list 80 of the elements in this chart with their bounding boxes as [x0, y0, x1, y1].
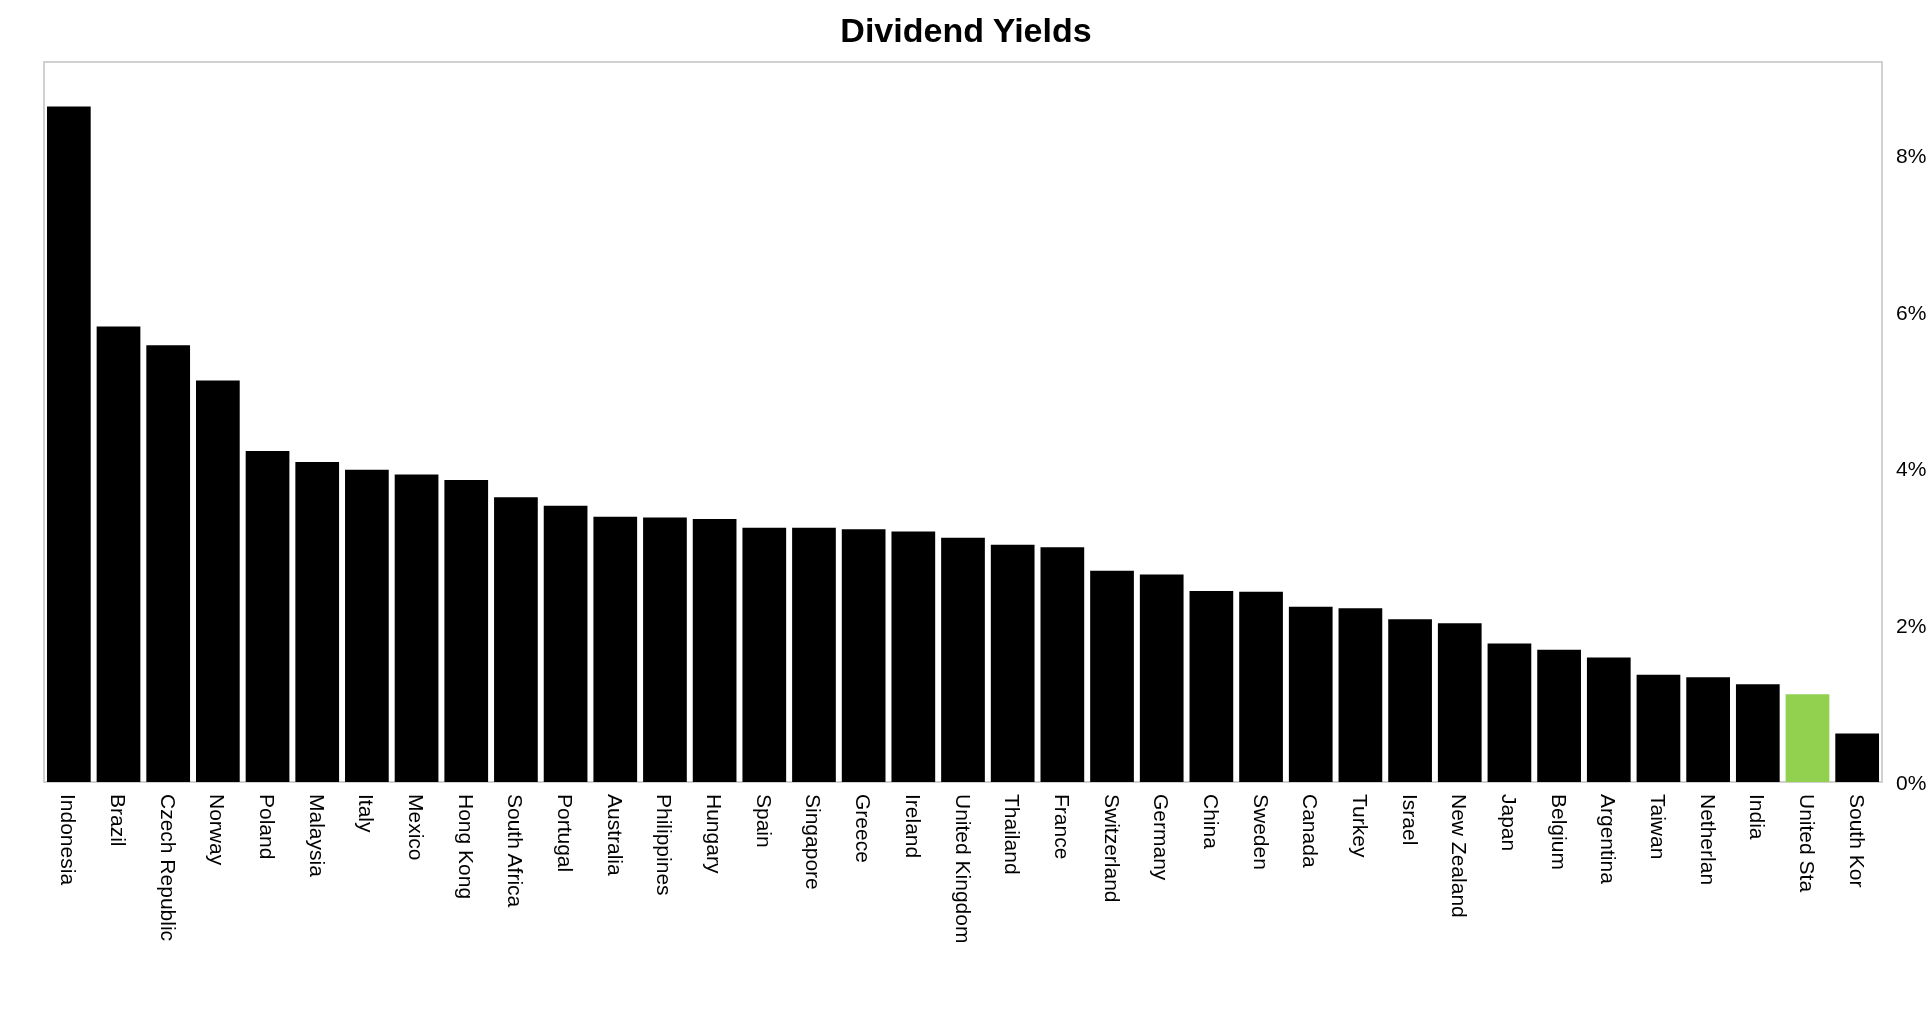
y-tick-label: 2%	[1896, 613, 1927, 637]
bar	[1835, 733, 1880, 782]
y-tick-label: 8%	[1896, 144, 1927, 168]
bar	[1239, 591, 1283, 782]
x-tick-label: New Zealand	[1448, 794, 1472, 918]
x-tick-label: United Kingdom	[951, 794, 975, 944]
chart-title: Dividend Yields	[840, 11, 1092, 49]
x-tick-label: Singapore	[802, 794, 826, 890]
bar	[295, 461, 340, 782]
bar	[891, 531, 936, 782]
bar	[643, 517, 687, 782]
bar	[1735, 684, 1780, 782]
bar	[692, 519, 737, 782]
bar	[990, 544, 1035, 782]
bar	[1586, 657, 1631, 782]
bar	[742, 527, 787, 782]
bar	[345, 469, 389, 782]
x-tick-label: Taiwan	[1646, 794, 1670, 860]
x-tick-label: France	[1050, 794, 1074, 860]
x-tick-label: Philippines	[653, 794, 677, 896]
x-tick-label: Malaysia	[305, 794, 329, 878]
bar	[1090, 570, 1134, 782]
bar	[245, 450, 290, 782]
x-tick-label: Switzerland	[1100, 794, 1124, 903]
y-tick-label: 0%	[1896, 770, 1927, 794]
x-tick-label: Thailand	[1001, 794, 1025, 875]
x-tick-label: Portugal	[554, 794, 578, 873]
x-tick-label: United Sta	[1795, 794, 1819, 893]
x-tick-label: Mexico	[405, 794, 429, 861]
x-tick-label: Poland	[256, 794, 280, 860]
bar	[1636, 674, 1681, 782]
x-tick-label: Japan	[1497, 794, 1521, 852]
x-tick-label: South Kor	[1845, 794, 1869, 888]
bar	[593, 516, 638, 782]
bar	[1288, 606, 1333, 782]
bar	[444, 479, 489, 782]
bar	[792, 527, 836, 782]
x-tick-label: Ireland	[901, 794, 925, 859]
bar	[543, 505, 588, 782]
bar	[46, 106, 91, 782]
x-tick-label: Hong Kong	[454, 794, 478, 900]
x-tick-label: Belgium	[1547, 794, 1571, 870]
x-tick-label: Czech Republic	[156, 794, 180, 942]
bar	[146, 345, 191, 782]
x-tick-label: Norway	[206, 794, 230, 866]
x-tick-label: Netherlan	[1696, 794, 1720, 886]
bar	[1487, 643, 1532, 782]
bar	[394, 474, 439, 782]
x-tick-label: Spain	[752, 794, 776, 848]
bar	[1437, 623, 1482, 782]
bar	[196, 380, 240, 782]
x-tick-label: Indonesia	[57, 794, 81, 886]
x-tick-label: Italy	[355, 794, 379, 834]
bar	[1139, 574, 1184, 782]
bar	[1040, 547, 1085, 782]
x-tick-label: Argentina	[1597, 794, 1621, 885]
bar	[1785, 694, 1830, 782]
x-tick-label: Israel	[1398, 794, 1422, 846]
x-tick-label: Germany	[1150, 794, 1174, 881]
x-tick-label: Brazil	[107, 794, 131, 847]
x-tick-label: Canada	[1299, 794, 1323, 868]
x-tick-label: China	[1199, 794, 1223, 850]
bar	[941, 537, 985, 782]
bar	[1686, 677, 1730, 782]
x-tick-label: Hungary	[703, 794, 727, 874]
bar	[1388, 619, 1432, 782]
bar	[96, 326, 141, 782]
x-tick-label: Turkey	[1348, 794, 1372, 858]
x-tick-label: India	[1746, 794, 1770, 840]
x-tick-label: South Africa	[504, 794, 528, 908]
bar	[1189, 591, 1234, 782]
x-tick-label: Sweden	[1249, 794, 1273, 870]
x-tick-label: Greece	[852, 794, 876, 863]
y-tick-label: 4%	[1896, 457, 1927, 481]
bar	[1338, 608, 1383, 782]
bar	[841, 529, 886, 782]
x-tick-label: Australia	[603, 794, 627, 877]
bar	[1537, 649, 1581, 782]
bar	[494, 497, 538, 782]
y-tick-label: 6%	[1896, 300, 1927, 324]
